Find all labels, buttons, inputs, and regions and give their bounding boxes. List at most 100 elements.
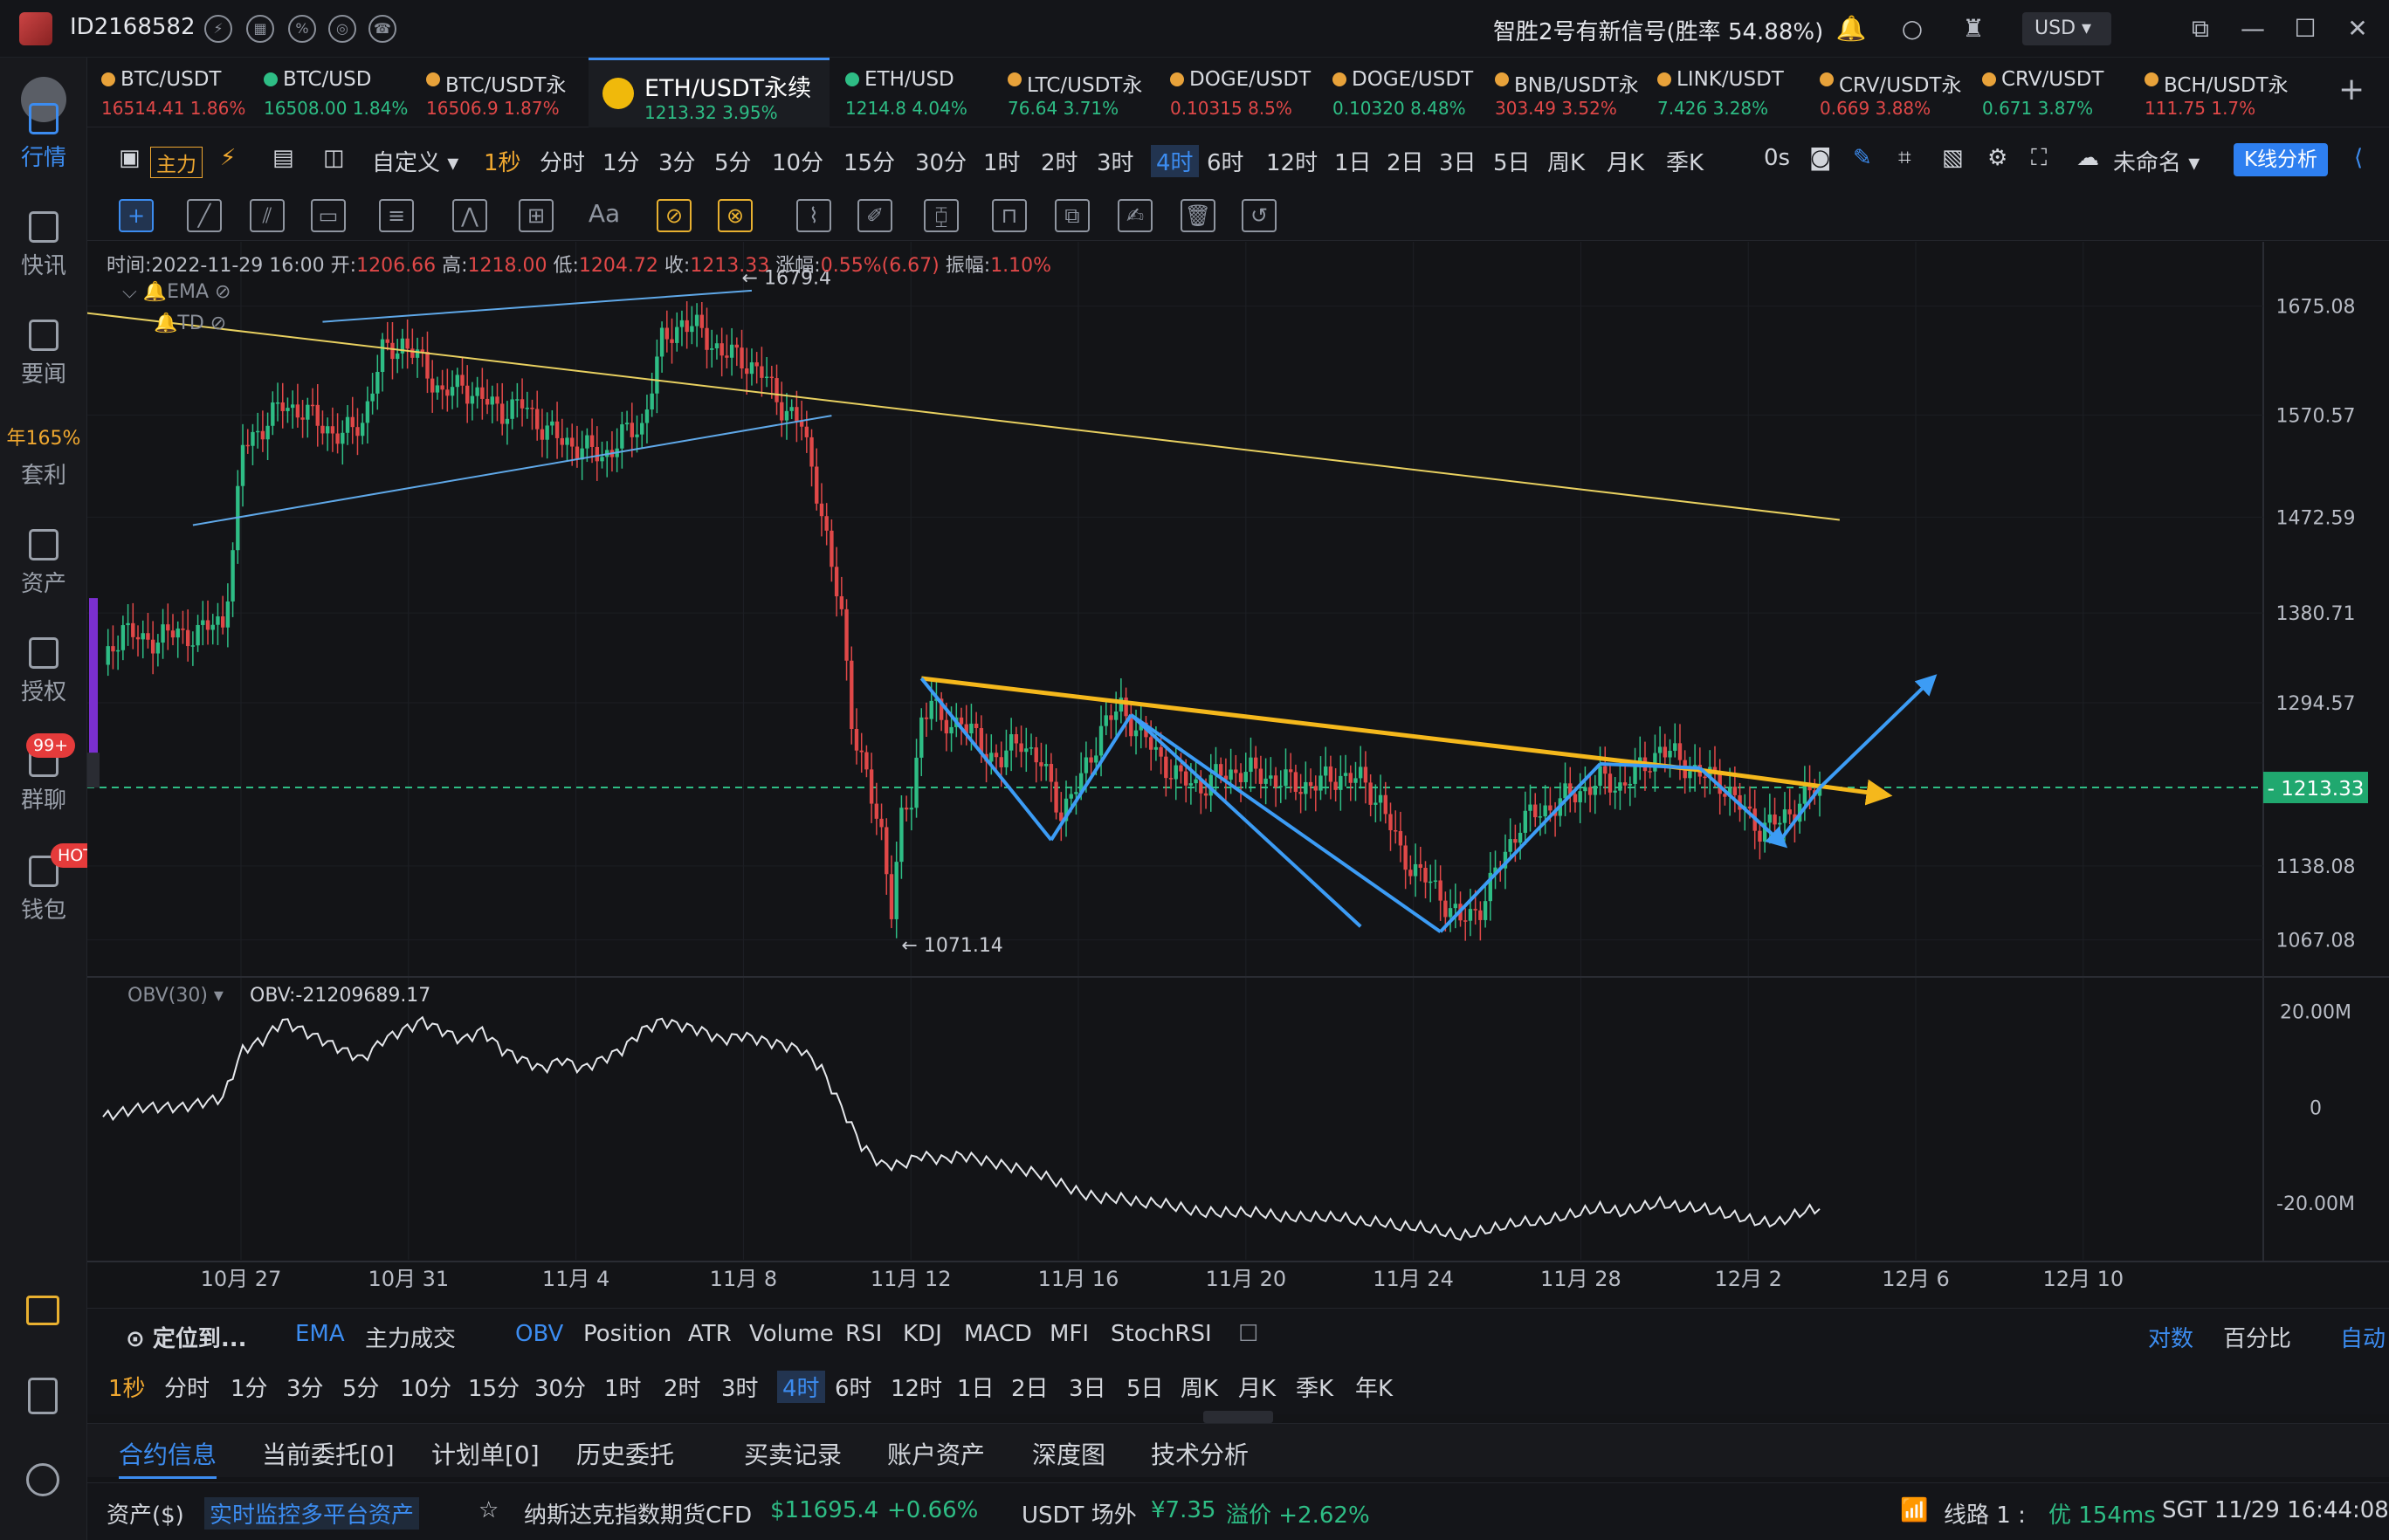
price-chart[interactable]: 10月 27 10月 31 11月 4 11月 8 11月 12 11月 16 11月 20… (87, 242, 2389, 1307)
auto-scale-toggle[interactable]: 自动 (2340, 1326, 2386, 1352)
percent-icon[interactable]: % (288, 15, 316, 43)
rectangle-tool-icon[interactable]: ▭ (311, 199, 346, 232)
timeframe-9[interactable]: 2时 (1041, 150, 1078, 176)
brush-tool-icon[interactable]: ✐ (857, 199, 892, 232)
indicator-2[interactable]: OBV (515, 1321, 564, 1347)
timeframe-7[interactable]: 30分 (915, 150, 967, 176)
monitor-assets-link[interactable]: 实时监控多平台资产 (204, 1497, 420, 1530)
timeframe2-14[interactable]: 1日 (957, 1376, 995, 1402)
zigzag-line[interactable] (1778, 787, 1821, 842)
timeframe-4[interactable]: 5分 (714, 150, 752, 176)
ticker-tab[interactable]: DOGE/USDT 0.10315 8.5% (1170, 58, 1324, 127)
bottom-tab-3[interactable]: 历史委托 (576, 1440, 675, 1469)
timeframe2-10[interactable]: 3时 (721, 1376, 759, 1402)
timeframe-18[interactable]: 周K (1547, 150, 1586, 176)
locate-button[interactable]: ⊙ 定位到... (126, 1326, 247, 1352)
ticker-tab[interactable]: BTC/USDT永 16506.9 1.87% (426, 58, 580, 127)
pattern-tool-icon[interactable]: ⋀ (452, 199, 487, 232)
bottom-tab-5[interactable]: 账户资产 (887, 1440, 986, 1469)
crosshair-tool-icon[interactable]: + (119, 199, 154, 232)
template-icon[interactable]: ▧ (1942, 145, 1964, 171)
layout-icon[interactable]: ◫ (323, 145, 345, 171)
camera-icon[interactable]: ◙ (1809, 145, 1832, 171)
timeframe2-3[interactable]: 3分 (286, 1376, 324, 1402)
obv-label[interactable]: OBV(30) ▾ (127, 985, 224, 1007)
ticker-tab[interactable]: BTC/USD 16508.00 1.84% (264, 58, 417, 127)
timeframe2-17[interactable]: 5日 (1126, 1376, 1164, 1402)
lock-tool-icon[interactable]: ⧮ (924, 199, 959, 232)
gear-icon[interactable]: ⚙ (1987, 145, 2008, 171)
indicator-9[interactable]: MFI (1050, 1321, 1090, 1347)
magnet-tool-icon[interactable]: ⊘ (657, 199, 692, 232)
timeframe2-2[interactable]: 1分 (231, 1376, 268, 1402)
timeframe-13[interactable]: 12时 (1266, 150, 1318, 176)
ticker-tab[interactable]: ETH/USD 1214.8 4.04% (845, 58, 999, 127)
copy-tool-icon[interactable]: ⧉ (1055, 199, 1090, 232)
sidebar-item-4[interactable]: 资产 (0, 529, 87, 598)
zigzag-line[interactable] (1130, 713, 1442, 933)
text-tool-icon[interactable]: Aa (588, 199, 621, 228)
hide-tool-icon[interactable]: ⊓ (992, 199, 1027, 232)
sidebar-item-1[interactable]: 快讯 (0, 211, 87, 280)
timeframe-17[interactable]: 5日 (1493, 150, 1531, 176)
pen-icon[interactable]: ✎ (1853, 145, 1872, 171)
timeframe2-1[interactable]: 分时 (164, 1376, 210, 1402)
timeframe2-15[interactable]: 2日 (1011, 1376, 1049, 1402)
settings-icon[interactable] (26, 1463, 59, 1496)
zigzag-line[interactable] (1050, 713, 1133, 842)
sidebar-item-0[interactable]: 行情 (0, 103, 87, 172)
edit-tool-icon[interactable]: ✍ (1118, 199, 1153, 232)
timeframe2-0[interactable]: 1秒 (108, 1376, 146, 1402)
fib-tool-icon[interactable]: ≡ (379, 199, 414, 232)
phone-icon[interactable]: ☎ (368, 15, 396, 43)
minimize-icon[interactable]: — (2241, 14, 2265, 43)
close-icon[interactable]: ✕ (2347, 14, 2368, 43)
ruler-tool-icon[interactable]: ⌇ (796, 199, 831, 232)
timeframe2-6[interactable]: 15分 (468, 1376, 520, 1402)
channel-tool-icon[interactable]: ⫽ (250, 199, 285, 232)
fullscreen-icon[interactable]: ⛶ (2031, 145, 2048, 171)
bottom-tab-7[interactable]: 技术分析 (1151, 1440, 1250, 1469)
timeframe2-8[interactable]: 1时 (604, 1376, 642, 1402)
timeframe-5[interactable]: 10分 (772, 150, 824, 176)
cloud-icon[interactable]: ☁ (2076, 145, 2099, 171)
calendar-icon[interactable]: ▤ (272, 145, 294, 171)
crop-icon[interactable]: ⌗ (1898, 145, 1911, 171)
lightning-icon[interactable]: ⚡ (220, 145, 237, 171)
axis-collapse-handle[interactable] (87, 753, 100, 788)
indicator-7[interactable]: KDJ (903, 1321, 942, 1347)
share-icon[interactable]: ⟨ (2354, 145, 2364, 171)
eye-off-icon[interactable]: ⊘ (215, 281, 231, 303)
chart-type-icon[interactable]: ▣ (119, 145, 141, 171)
star-icon[interactable]: ☆ (478, 1497, 499, 1523)
timeframe2-4[interactable]: 5分 (342, 1376, 380, 1402)
zigzag-line[interactable] (1600, 761, 1700, 770)
timeframe2-18[interactable]: 周K (1181, 1376, 1219, 1402)
timeframe-15[interactable]: 2日 (1387, 150, 1424, 176)
sidebar-item-5[interactable]: 授权 (0, 637, 87, 706)
timeframe-14[interactable]: 1日 (1334, 150, 1372, 176)
bottom-tab-0[interactable]: 合约信息 (119, 1436, 217, 1479)
timeframe2-13[interactable]: 12时 (891, 1376, 943, 1402)
ticker-tab[interactable]: DOGE/USDT 0.10320 8.48% (1332, 58, 1486, 127)
td-legend[interactable]: 🔔TD ⊘ (154, 313, 227, 334)
indicator-0[interactable]: EMA (295, 1321, 345, 1347)
indicator-3[interactable]: Position (583, 1321, 672, 1347)
panel-resize-handle[interactable] (1203, 1411, 1273, 1423)
vip-diamond-icon[interactable] (26, 1296, 59, 1325)
sidebar-item-7[interactable]: 钱包 HOT (0, 843, 100, 925)
long-resistance-line[interactable] (87, 312, 1840, 521)
undo-tool-icon[interactable]: ↺ (1242, 199, 1277, 232)
timeframe-6[interactable]: 15分 (843, 150, 896, 176)
zigzag-line[interactable] (1818, 674, 1938, 789)
user-avatar[interactable] (19, 12, 52, 45)
ticker-tab[interactable]: CRV/USDT永 0.669 3.88% (1820, 58, 1973, 127)
trend-line-tool-icon[interactable]: ╱ (187, 199, 222, 232)
indicator-5[interactable]: Volume (749, 1321, 834, 1347)
flash-icon[interactable]: ⚡ (204, 15, 232, 43)
assets-label[interactable]: 资产($) (107, 1502, 184, 1529)
eye-off-icon[interactable]: ⊘ (210, 313, 227, 334)
trash-tool-icon[interactable]: 🗑 (1181, 199, 1215, 232)
edit-indicators-icon[interactable]: ☐ (1238, 1321, 1259, 1347)
timeframe-11[interactable]: 4时 (1151, 145, 1199, 177)
